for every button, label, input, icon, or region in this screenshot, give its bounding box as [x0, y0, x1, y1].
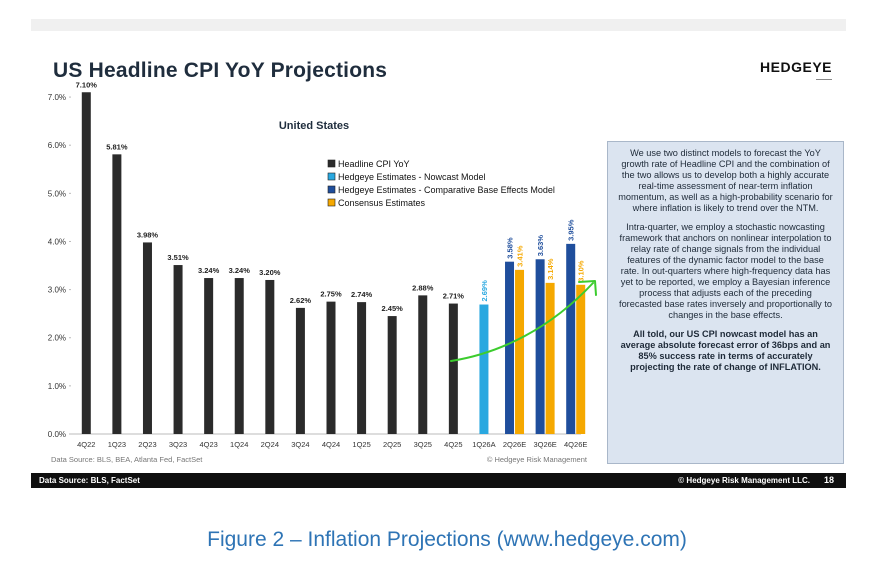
bar [448, 303, 458, 434]
legend-swatch [327, 198, 336, 207]
legend-swatch [327, 159, 336, 168]
x-tick-label: 4Q25 [444, 440, 462, 449]
data-source-note: Data Source: BLS, BEA, Atlanta Fed, Fact… [51, 455, 203, 464]
legend-entry: Hedgeye Estimates - Nowcast Model [338, 172, 486, 182]
data-label: 2.62% [290, 296, 312, 305]
legend-entry: Headline CPI YoY [338, 159, 410, 169]
data-label: 2.69% [480, 280, 489, 302]
data-label: 2.88% [412, 283, 434, 292]
description-paragraph-1: We use two distinct models to forecast t… [618, 148, 833, 213]
footer-copyright: © Hedgeye Risk Management LLC. [678, 476, 810, 485]
bar [265, 279, 275, 434]
x-tick-label: 4Q22 [77, 440, 95, 449]
data-label: 3.41% [516, 245, 525, 267]
slide-footer: Data Source: BLS, FactSet © Hedgeye Risk… [31, 473, 846, 488]
data-label: 3.63% [536, 235, 545, 257]
bar [576, 284, 586, 434]
description-summary: All told, our US CPI nowcast model has a… [620, 329, 831, 372]
data-label: 3.51% [167, 253, 189, 262]
x-tick-label: 2Q25 [383, 440, 401, 449]
data-label: 7.10% [76, 80, 98, 89]
data-label: 3.24% [229, 266, 251, 275]
y-tick-label: 1.0% [48, 382, 66, 391]
trend-arrow-line [450, 282, 594, 362]
figure-caption: Figure 2 – Inflation Projections (www.he… [207, 528, 687, 551]
x-tick-label: 1Q24 [230, 440, 248, 449]
data-label: 3.24% [198, 266, 220, 275]
data-label: 3.98% [137, 230, 159, 239]
y-tick-label: 7.0% [48, 93, 66, 102]
x-tick-label: 1Q26A [472, 440, 495, 449]
x-tick-label: 4Q26E [564, 440, 587, 449]
y-tick-label: 3.0% [48, 286, 66, 295]
y-tick-label: 6.0% [48, 141, 66, 150]
data-label: 3.14% [546, 258, 555, 280]
chart-title: United States [279, 120, 349, 132]
data-label: 2.71% [443, 292, 465, 301]
description-paragraph-2: Intra-quarter, we employ a stochastic no… [619, 222, 832, 320]
x-tick-label: 4Q24 [322, 440, 340, 449]
bar [204, 278, 214, 434]
model-description-box: We use two distinct models to forecast t… [607, 141, 844, 464]
bar [234, 278, 244, 434]
bar [326, 301, 336, 434]
data-label: 2.75% [320, 290, 342, 299]
bar [566, 243, 576, 434]
x-tick-label: 3Q23 [169, 440, 187, 449]
data-label: 3.10% [577, 260, 586, 282]
bar [479, 304, 489, 434]
bar [112, 154, 122, 434]
bar [295, 307, 305, 434]
copyright-note: © Hedgeye Risk Management [487, 455, 588, 464]
bar [515, 269, 525, 434]
bar [535, 259, 545, 434]
x-tick-label: 4Q23 [199, 440, 217, 449]
footer-source: Data Source: BLS, FactSet [39, 476, 140, 485]
bar [505, 261, 515, 434]
slide: US Headline CPI YoY Projections HEDGEYE … [31, 19, 846, 488]
bar [418, 295, 428, 434]
page-number: 18 [823, 475, 834, 485]
slide-top-bar [31, 19, 846, 31]
x-tick-label: 3Q24 [291, 440, 309, 449]
legend-entry: Hedgeye Estimates - Comparative Base Eff… [338, 185, 555, 195]
data-label: 3.95% [567, 219, 576, 241]
y-tick-label: 5.0% [48, 189, 66, 198]
x-tick-label: 3Q26E [533, 440, 556, 449]
data-label: 2.74% [351, 290, 373, 299]
data-label: 3.58% [506, 237, 515, 259]
data-label: 3.20% [259, 268, 281, 277]
data-label: 2.45% [382, 304, 404, 313]
x-tick-label: 2Q24 [261, 440, 279, 449]
brand-logo: HEDGEYE [760, 59, 832, 75]
bar [387, 316, 397, 434]
slide-title: US Headline CPI YoY Projections [53, 59, 388, 82]
bar [142, 242, 152, 434]
cpi-bar-chart: United States 0.0% 1.0% 2.0% 3.0% 4.0% 5.0% 6.0… [48, 80, 597, 464]
legend-swatch [327, 172, 336, 181]
brand-underline [816, 79, 832, 80]
bar [173, 265, 183, 434]
x-tick-label: 1Q25 [352, 440, 370, 449]
data-label: 5.81% [106, 142, 128, 151]
legend-swatch [327, 185, 336, 194]
y-tick-label: 0.0% [48, 430, 66, 439]
bar [357, 302, 367, 434]
x-tick-label: 2Q23 [138, 440, 156, 449]
bar [545, 282, 555, 434]
y-tick-label: 2.0% [48, 334, 66, 343]
x-tick-label: 1Q23 [108, 440, 126, 449]
bar [81, 92, 91, 435]
x-tick-label: 2Q26E [503, 440, 526, 449]
trend-arrow-head [578, 280, 597, 296]
x-tick-label: 3Q25 [414, 440, 432, 449]
legend-entry: Consensus Estimates [338, 198, 426, 208]
y-tick-label: 4.0% [48, 237, 66, 246]
